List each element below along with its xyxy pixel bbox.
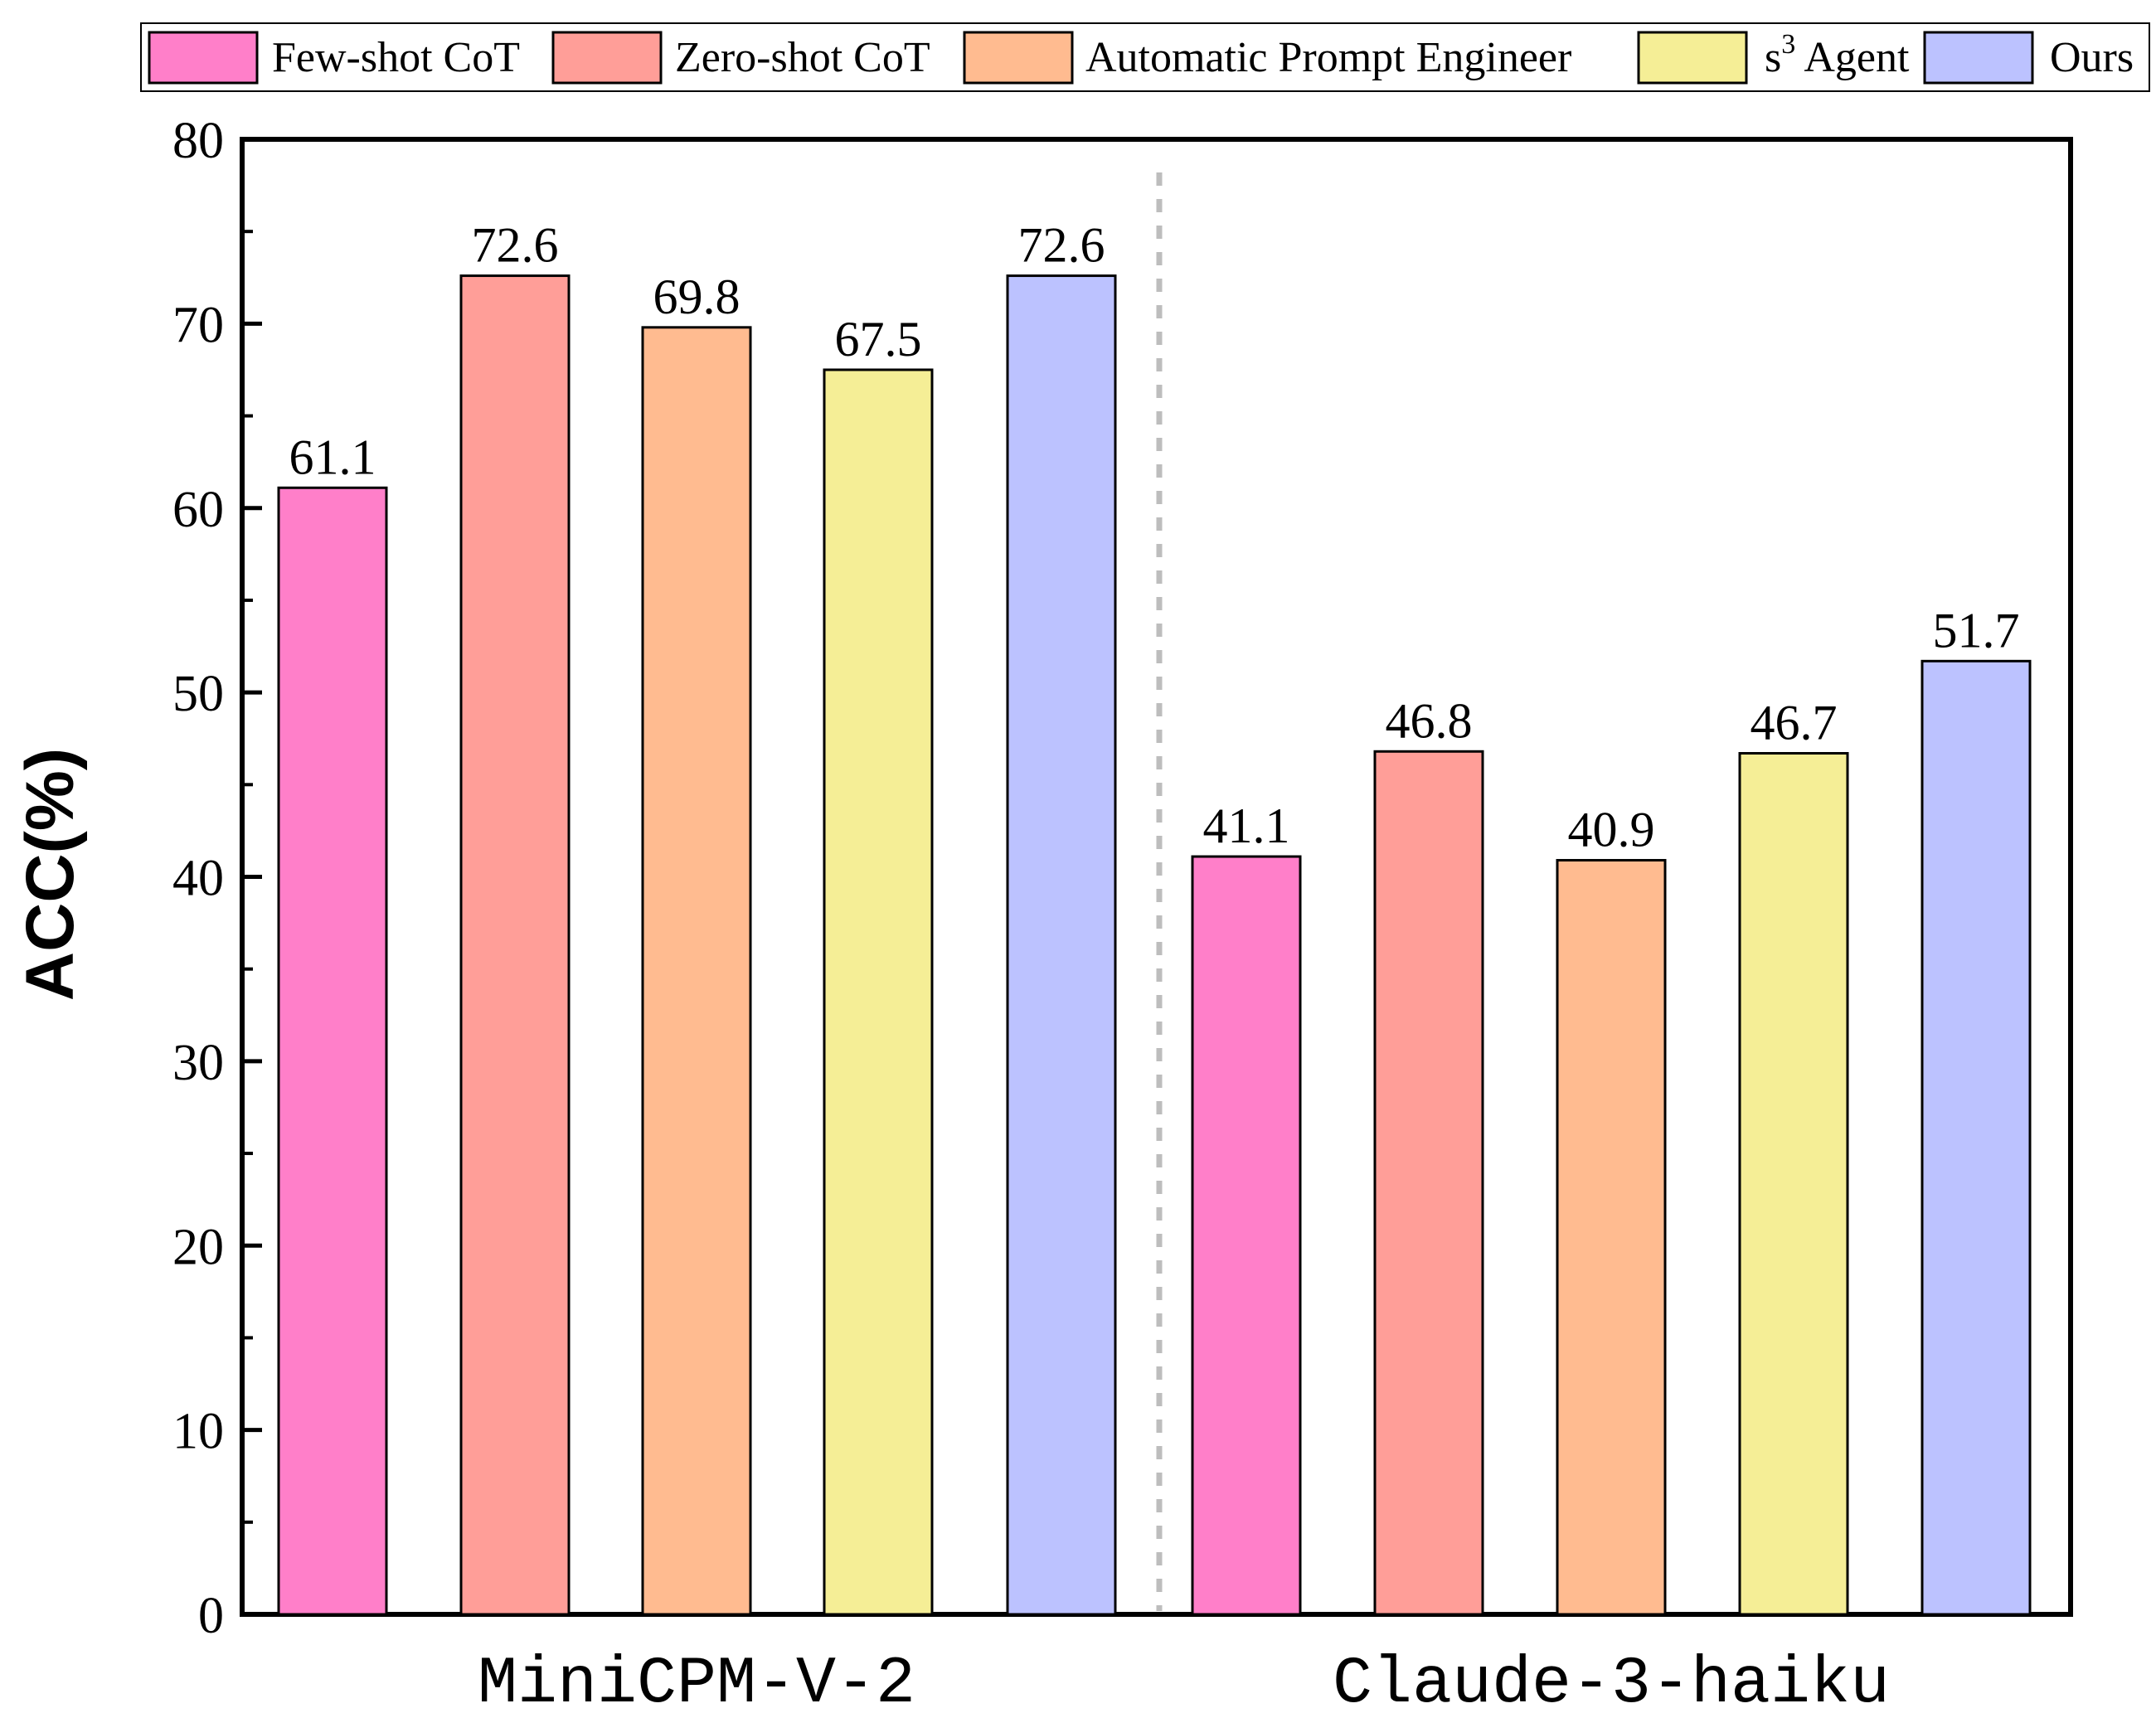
y-axis-title: ACC(%) (12, 748, 88, 1001)
data-label: 69.8 (653, 269, 741, 324)
y-tick-label: 80 (172, 113, 224, 169)
y-tick-label: 40 (172, 851, 224, 907)
bar (1556, 858, 1667, 1616)
y-tick-label: 60 (172, 482, 224, 538)
legend: Few-shot CoT Zero-shot CoT Automatic Promp… (140, 22, 2150, 92)
bar (1373, 750, 1484, 1616)
y-tick-label: 20 (172, 1219, 224, 1275)
legend-label: Ours (2050, 34, 2134, 81)
legend-label: s3 Agent (1765, 29, 1910, 81)
legend-swatch (1637, 31, 1748, 85)
legend-frame (140, 22, 2150, 92)
bar (1191, 855, 1302, 1616)
legend-swatch (551, 31, 663, 85)
data-label: 67.5 (835, 312, 922, 366)
data-label: 51.7 (1933, 603, 2020, 658)
data-label: 46.7 (1751, 696, 1838, 750)
bar (1920, 659, 2032, 1616)
bar (1006, 274, 1117, 1616)
legend-label: Automatic Prompt Engineer (1085, 34, 1571, 81)
bar (641, 326, 752, 1616)
bars (277, 274, 2032, 1616)
data-label: 61.1 (289, 430, 376, 484)
bar (277, 486, 388, 1616)
y-tick-label: 30 (172, 1035, 224, 1091)
y-tick-label: 70 (172, 297, 224, 353)
bar (823, 368, 934, 1616)
y-tick-label: 10 (172, 1404, 224, 1460)
x-category-label: Claude-3-haiku (1333, 1647, 1890, 1718)
x-category-label: MiniCPM-V-2 (478, 1647, 915, 1718)
bar (459, 274, 571, 1616)
data-label: 40.9 (1568, 802, 1655, 857)
bar (1738, 752, 1849, 1616)
data-label: 72.6 (1018, 218, 1105, 273)
legend-swatch (963, 31, 1074, 85)
y-tick-label: 50 (172, 666, 224, 722)
data-label: 72.6 (472, 218, 559, 273)
legend-label: Zero-shot CoT (675, 34, 930, 81)
legend-label: Few-shot CoT (272, 34, 520, 81)
axes: 0 10 20 30 40 50 60 70 80 ACC(%) MiniCPM-V-2 Claude… (12, 113, 2073, 1718)
data-labels: 61.1 72.6 69.8 67.5 72.6 41.1 46.8 40.9 46.7 51.7 (289, 218, 2020, 857)
legend-swatch (1923, 31, 2034, 85)
legend-swatch (148, 31, 259, 85)
y-tick-label: 0 (198, 1588, 224, 1644)
data-label: 46.8 (1386, 693, 1473, 748)
data-label: 41.1 (1203, 798, 1290, 853)
